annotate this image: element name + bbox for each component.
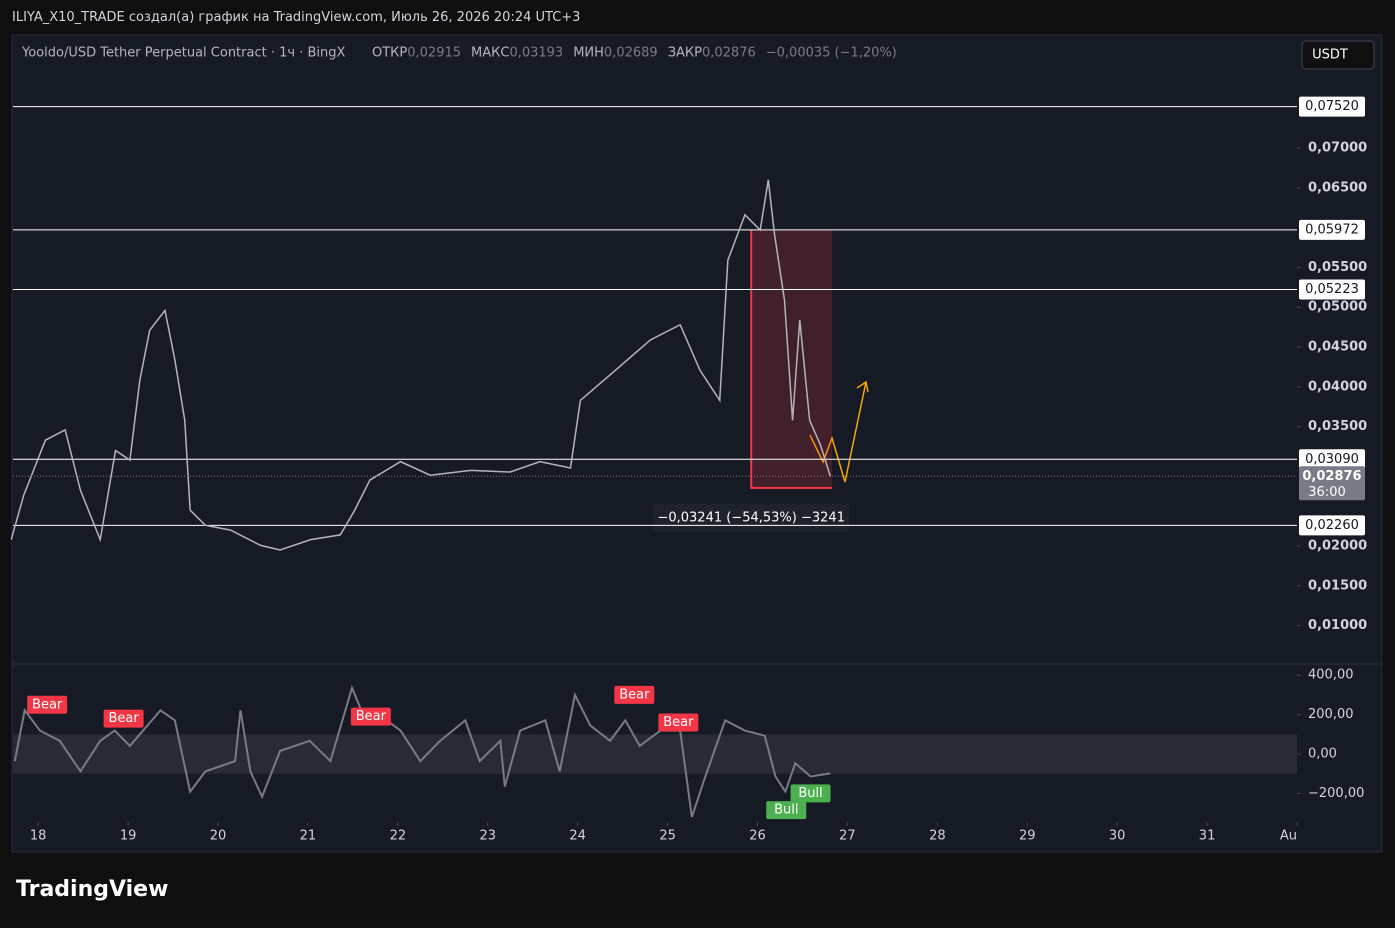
y-tick-label: 0,05000	[1308, 300, 1367, 315]
level-tag	[1299, 515, 1365, 536]
x-tick-label: Au	[1280, 829, 1297, 844]
last-price-label: 0,02876	[1302, 469, 1361, 484]
signal-label: Bull	[798, 786, 822, 801]
level-label: 0,05223	[1305, 282, 1359, 297]
legend-label: МАКС	[471, 46, 509, 61]
osc-tick-label: 0,00	[1308, 747, 1337, 762]
x-tick-label: 20	[210, 829, 227, 844]
signal-tag	[766, 801, 807, 820]
signal-label: Bear	[663, 715, 694, 730]
currency: USDT	[1312, 48, 1348, 63]
signal-tag	[103, 709, 144, 728]
header-title: ILIYA_X10_TRADE создал(а) график на Trad…	[12, 10, 581, 25]
level-tag	[1299, 219, 1365, 240]
currency-button[interactable]	[1301, 40, 1375, 70]
signal-label: Bear	[108, 711, 139, 726]
osc-band	[13, 734, 1297, 774]
signal-tag	[27, 695, 68, 714]
x-tick-label: 23	[479, 829, 496, 844]
brand-logo: TradingView	[16, 877, 168, 902]
legend-value: 0,02689	[604, 46, 658, 61]
y-tick-label: 0,01000	[1308, 618, 1367, 633]
osc-line	[13, 684, 831, 818]
legend-value: 0,02915	[407, 46, 461, 61]
x-tick-label: 29	[1019, 829, 1036, 844]
signal-label: Bear	[32, 697, 63, 712]
signal-label: Bear	[356, 709, 387, 724]
signal-label: Bull	[774, 803, 798, 818]
y-tick-label: 0,02000	[1308, 539, 1367, 554]
signal-tag	[658, 713, 699, 732]
x-tick-label: 28	[929, 829, 946, 844]
y-tick-label: 0,04500	[1308, 340, 1367, 355]
level-label: 0,07520	[1305, 99, 1359, 114]
signal-tag	[614, 685, 655, 704]
x-tick-label: 30	[1109, 829, 1126, 844]
measure-box	[750, 229, 833, 488]
last-price-tag	[1299, 466, 1365, 501]
level-label: 0,03090	[1305, 452, 1359, 467]
x-tick-label: 22	[390, 829, 407, 844]
y-tick-label: 0,04000	[1308, 379, 1367, 394]
x-tick-label: 25	[659, 829, 676, 844]
x-tick-label: 21	[300, 829, 317, 844]
y-tick-label: 0,06500	[1308, 180, 1367, 195]
price-line	[10, 179, 832, 551]
legend-value: 0,03193	[509, 46, 563, 61]
x-tick-label: 19	[120, 829, 137, 844]
x-tick-label: 24	[569, 829, 586, 844]
osc-tick-label: −200,00	[1308, 786, 1364, 801]
level-tag	[1299, 449, 1365, 470]
countdown: 36:00	[1308, 485, 1345, 500]
signal-label: Bear	[619, 687, 650, 702]
x-tick-label: 31	[1199, 829, 1216, 844]
level-tag	[1299, 279, 1365, 300]
legend-label: ОТКР	[372, 46, 407, 61]
x-tick-label: 27	[839, 829, 856, 844]
y-tick-label: 0,07000	[1308, 141, 1367, 156]
legend-value: 0,02876	[702, 46, 756, 61]
osc-tick-label: 400,00	[1308, 668, 1354, 683]
legend-change: −0,00035 (−1,20%)	[766, 46, 897, 61]
y-tick-label: 0,05500	[1308, 260, 1367, 275]
arrow-head	[856, 380, 869, 393]
level-label: 0,02260	[1305, 518, 1359, 533]
forecast-arrow	[809, 381, 867, 483]
y-tick-label: 0,01500	[1308, 578, 1367, 593]
x-tick-label: 26	[749, 829, 766, 844]
chart-title: Yooldo/USD Tether Perpetual Contract · 1…	[21, 46, 345, 61]
measure-label: −0,03241 (−54,53%) −3241	[657, 510, 845, 525]
legend-label: ЗАКР	[668, 46, 702, 61]
level-label: 0,05972	[1305, 222, 1359, 237]
signal-tag	[790, 784, 831, 803]
signal-tag	[350, 707, 391, 726]
level-tag	[1299, 96, 1365, 117]
legend-label: МИН	[573, 46, 604, 61]
x-tick-label: 18	[30, 829, 47, 844]
osc-tick-label: 200,00	[1308, 707, 1354, 722]
y-tick-label: 0,03500	[1308, 419, 1367, 434]
